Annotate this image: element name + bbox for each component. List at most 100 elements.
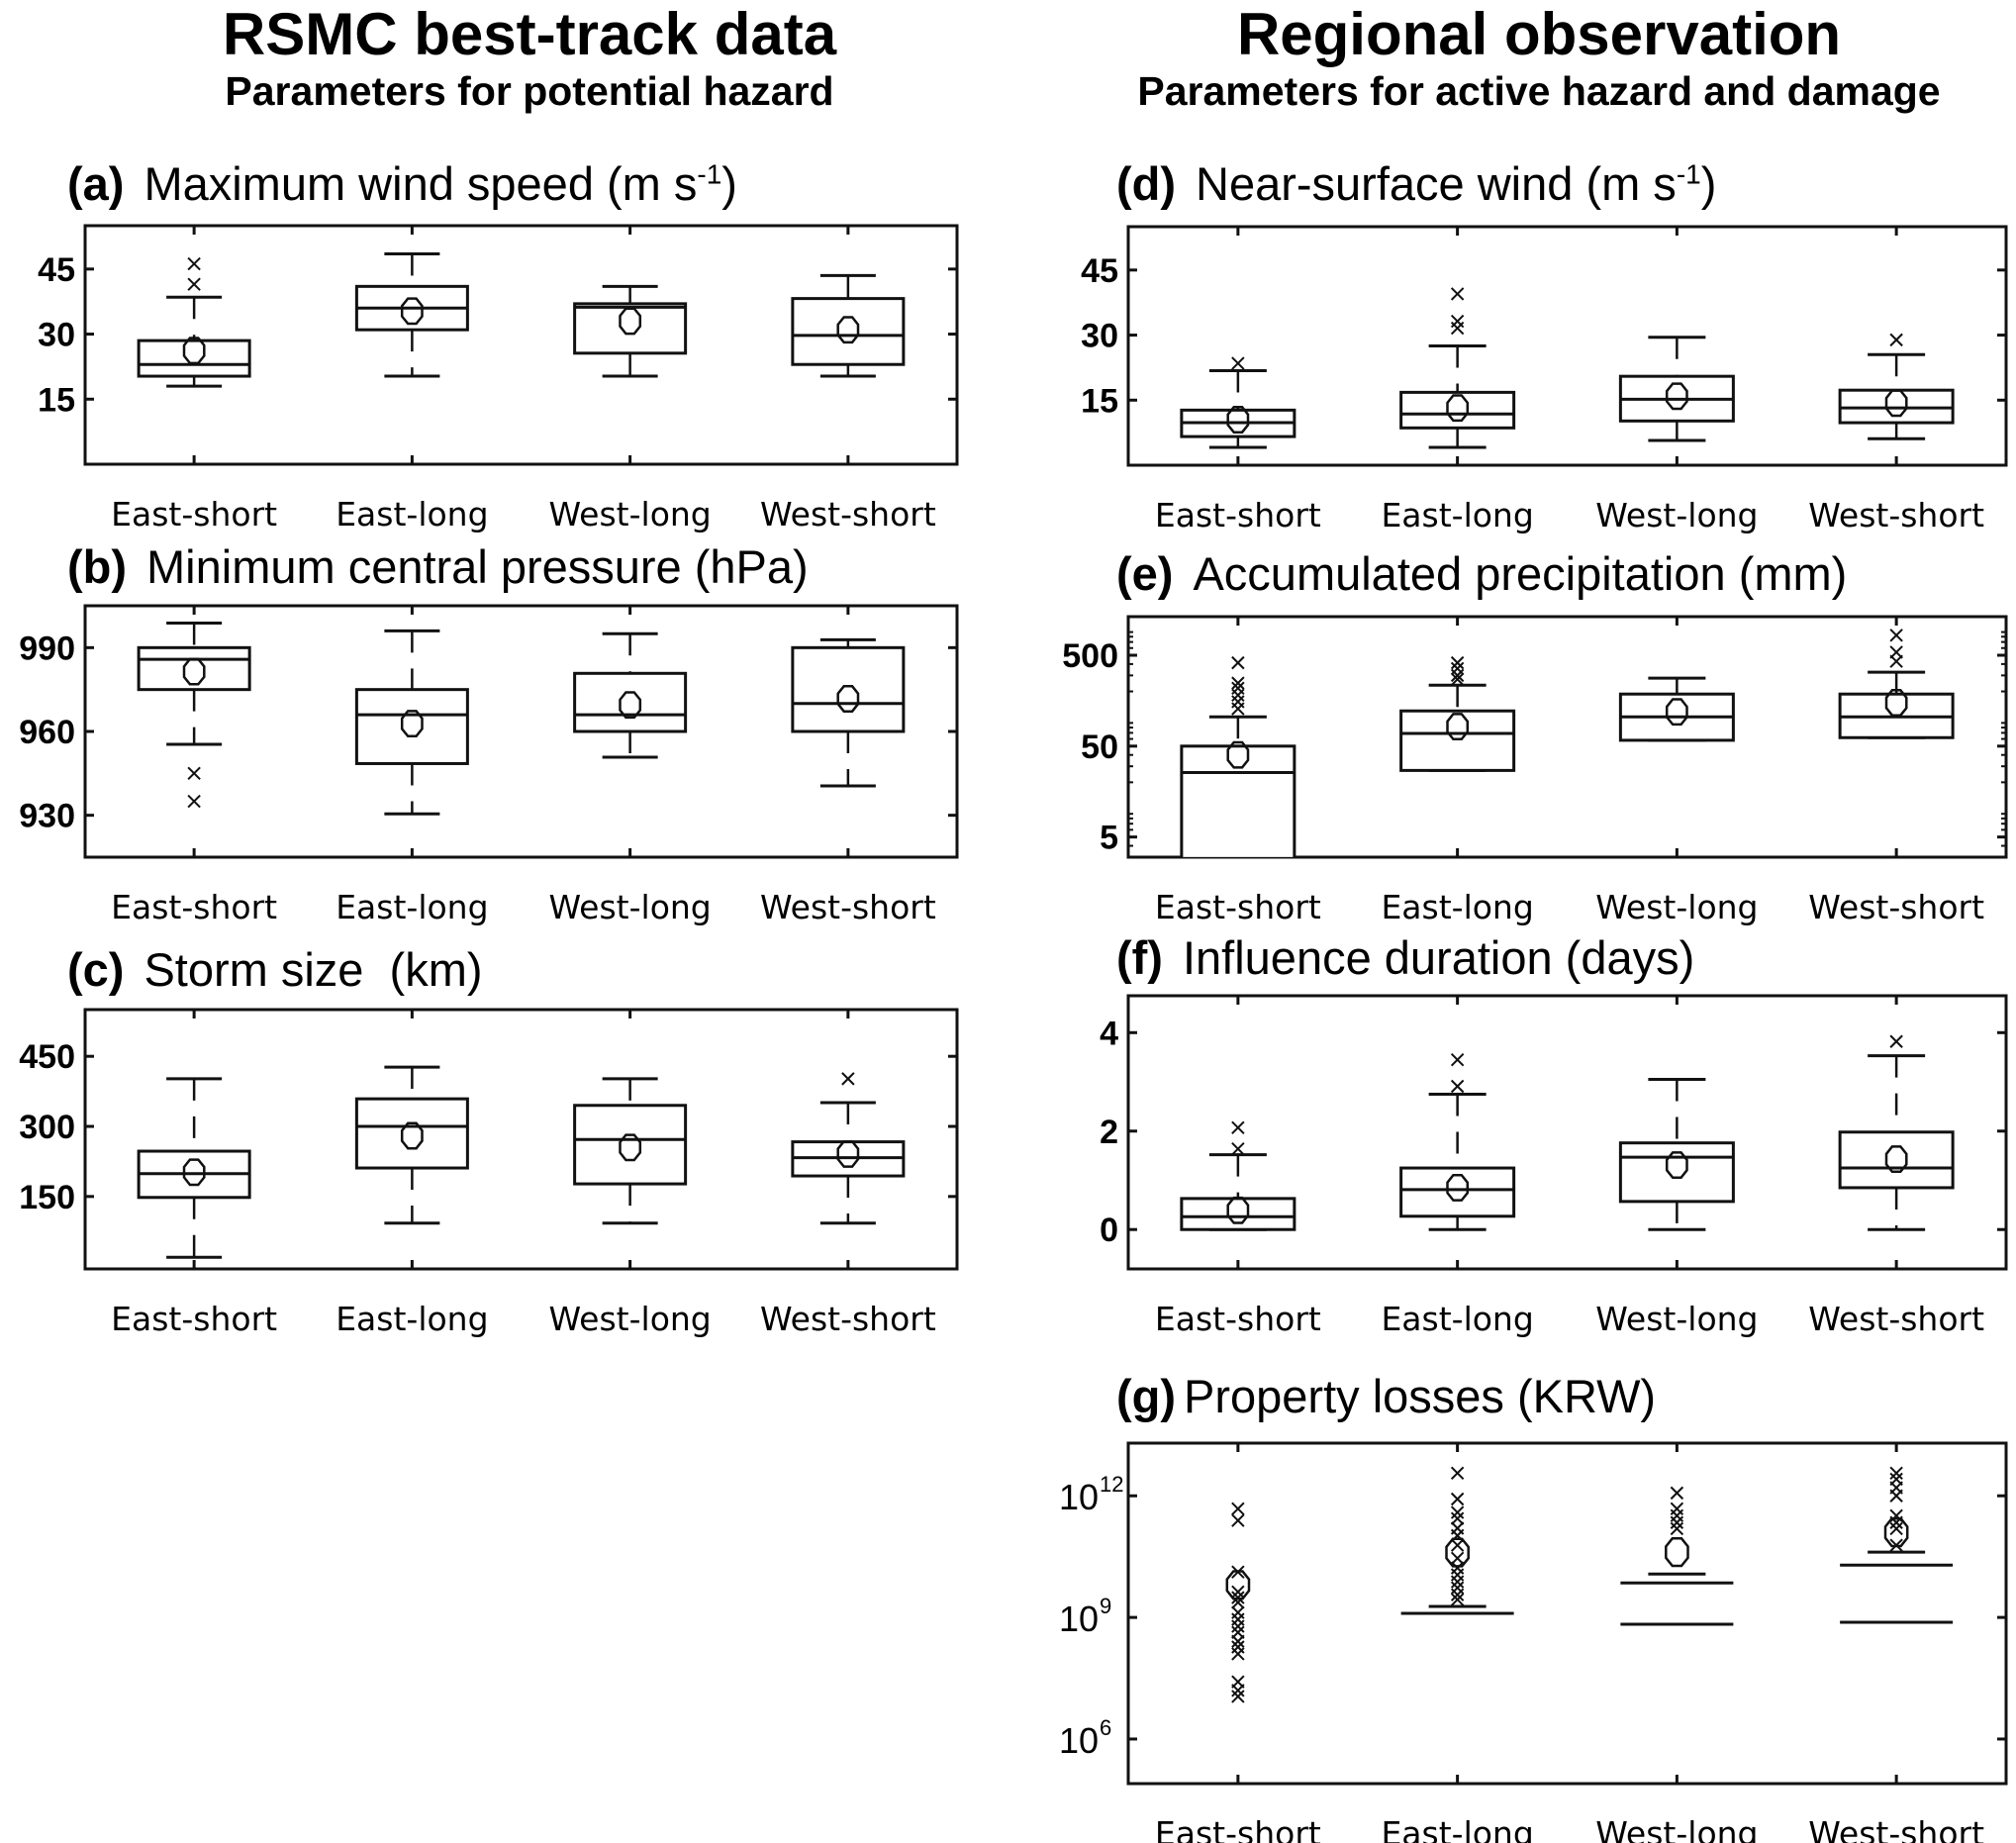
outlier-marker [1450,1581,1465,1595]
x-tick-label: West-long [1595,1814,1758,1843]
mean-marker [1446,713,1470,741]
panel-a-tag: (a) [67,157,125,210]
outlier-marker [1231,1619,1245,1633]
panel-a: 15 30 45 East-short East-long West-long West-s… [38,224,959,534]
outlier-marker [1450,672,1465,686]
outlier-marker [1450,1505,1465,1519]
mean-marker [1226,740,1250,769]
outlier-marker [1450,1561,1465,1575]
x-tick-label: West-short [1808,888,1984,926]
outlier-marker [1231,1585,1245,1600]
outlier-marker [1231,681,1245,695]
mean-marker [836,685,860,713]
panel-d-title-text: Near-surface wind (m s [1196,157,1677,210]
mean-marker [1226,406,1250,434]
box-iqr [1838,1130,1955,1190]
mean-marker [1226,1196,1250,1224]
box-west-short [1838,1054,1955,1231]
panel-f-tag: (f) [1116,931,1163,984]
box-iqr [1180,1197,1296,1231]
y-tick-label: 45 [1081,252,1118,290]
x-tick-label: West-short [760,495,936,534]
outlier-marker [1889,333,1903,347]
box-east-short [1180,1153,1296,1231]
outlier-marker [1450,661,1465,676]
x-tick-label: East-short [111,495,277,534]
outlier-marker [1670,1515,1684,1529]
mean-marker [836,1139,860,1168]
y-tick-label: 150 [19,1179,75,1216]
x-tick-label: West-long [1595,1300,1758,1338]
left-column-title: RSMC best-track data Parameters for pote… [148,2,911,115]
y-tick-label: 15 [38,381,75,419]
mean-marker [619,307,642,336]
box-west-short [1838,670,1955,739]
panel-d-title-end: ) [1700,157,1717,210]
plot-frame [1126,225,2008,467]
plot-marks [1180,1034,1955,1231]
box-iqr [1838,388,1955,425]
panel-c: 150 300 450 East-short East-long West-long Wes… [19,1008,959,1338]
outlier-marker [1450,1511,1465,1525]
outlier-marker [1450,655,1465,670]
panel-f: 0 2 4 East-short East-long West-long West-shor… [1100,994,2008,1338]
outlier-marker [1231,1502,1245,1516]
x-tick-label: West-short [760,888,936,926]
box-east-short [1180,368,1296,449]
mean-marker [1445,1537,1470,1568]
x-tick-label: West-short [1808,1814,1984,1843]
y-tick-label: 50 [1081,728,1118,766]
x-tick-label: East-long [1381,888,1533,926]
plot-frame [83,1008,959,1271]
box-iqr [1399,709,1516,772]
outlier-marker [1231,1640,1245,1654]
outlier-marker [1889,629,1903,642]
left-column-subheading: Parameters for potential hazard [225,68,834,114]
outlier-marker [1670,1508,1684,1523]
y-tick-label: 2 [1100,1114,1118,1151]
panel-f-title: (f) Influence duration (days) [1116,930,1694,985]
plot-marks [137,251,906,388]
y-tick-label: 10 [1059,1720,1099,1761]
mean-marker [836,316,860,344]
mean-marker [1665,382,1688,411]
outlier-marker [1670,1486,1684,1501]
box-west-long [573,284,688,378]
outlier-marker [1450,1568,1465,1582]
x-tick-label: East-long [1381,1814,1533,1843]
y-tick-label-exponent: 6 [1100,1715,1111,1740]
outlier-marker [1450,287,1465,301]
right-column-title: Regional observation Parameters for acti… [1069,2,2009,115]
mean-marker [1665,1537,1689,1568]
y-tick-label: 10 [1059,1599,1099,1639]
box-west-short [1838,352,1955,440]
outlier-marker [1231,695,1245,709]
panel-e-tag: (e) [1116,547,1174,600]
box-east-long [1399,1092,1516,1231]
y-tick-label-exponent: 12 [1100,1472,1123,1497]
x-tick-label: East-short [1155,888,1321,926]
panel-b-title-text: Minimum central pressure (hPa) [146,540,809,593]
outlier-marker [1231,1513,1245,1527]
mean-marker [400,1121,424,1150]
x-tick-label: East-long [1381,1300,1533,1338]
box-west-long [1618,336,1735,442]
box-west-long [1620,1572,1734,1626]
box-iqr [1180,744,1296,857]
x-tick-label: West-long [1595,496,1758,534]
outlier-marker [1889,1034,1903,1048]
left-column-heading: RSMC best-track data [222,1,837,67]
x-tick-label: East-long [1381,496,1533,534]
x-tick-label: West-long [548,888,711,926]
y-tick-label: 990 [19,630,75,667]
panel-d-title-sup: -1 [1676,158,1701,190]
panel-e: 5 50 500 East-short East-long West-long West-s… [1062,615,2008,926]
box-east-short [1180,715,1296,857]
mean-marker [1884,389,1908,418]
y-tick-label: 4 [1100,1015,1118,1052]
box-iqr [573,671,688,733]
panel-g-title: (g) Property losses (KRW) [1116,1369,1656,1423]
outlier-marker [1231,356,1245,370]
outlier-marker [1450,1593,1465,1606]
panel-c-title: (c) Storm size (km) [67,942,483,997]
